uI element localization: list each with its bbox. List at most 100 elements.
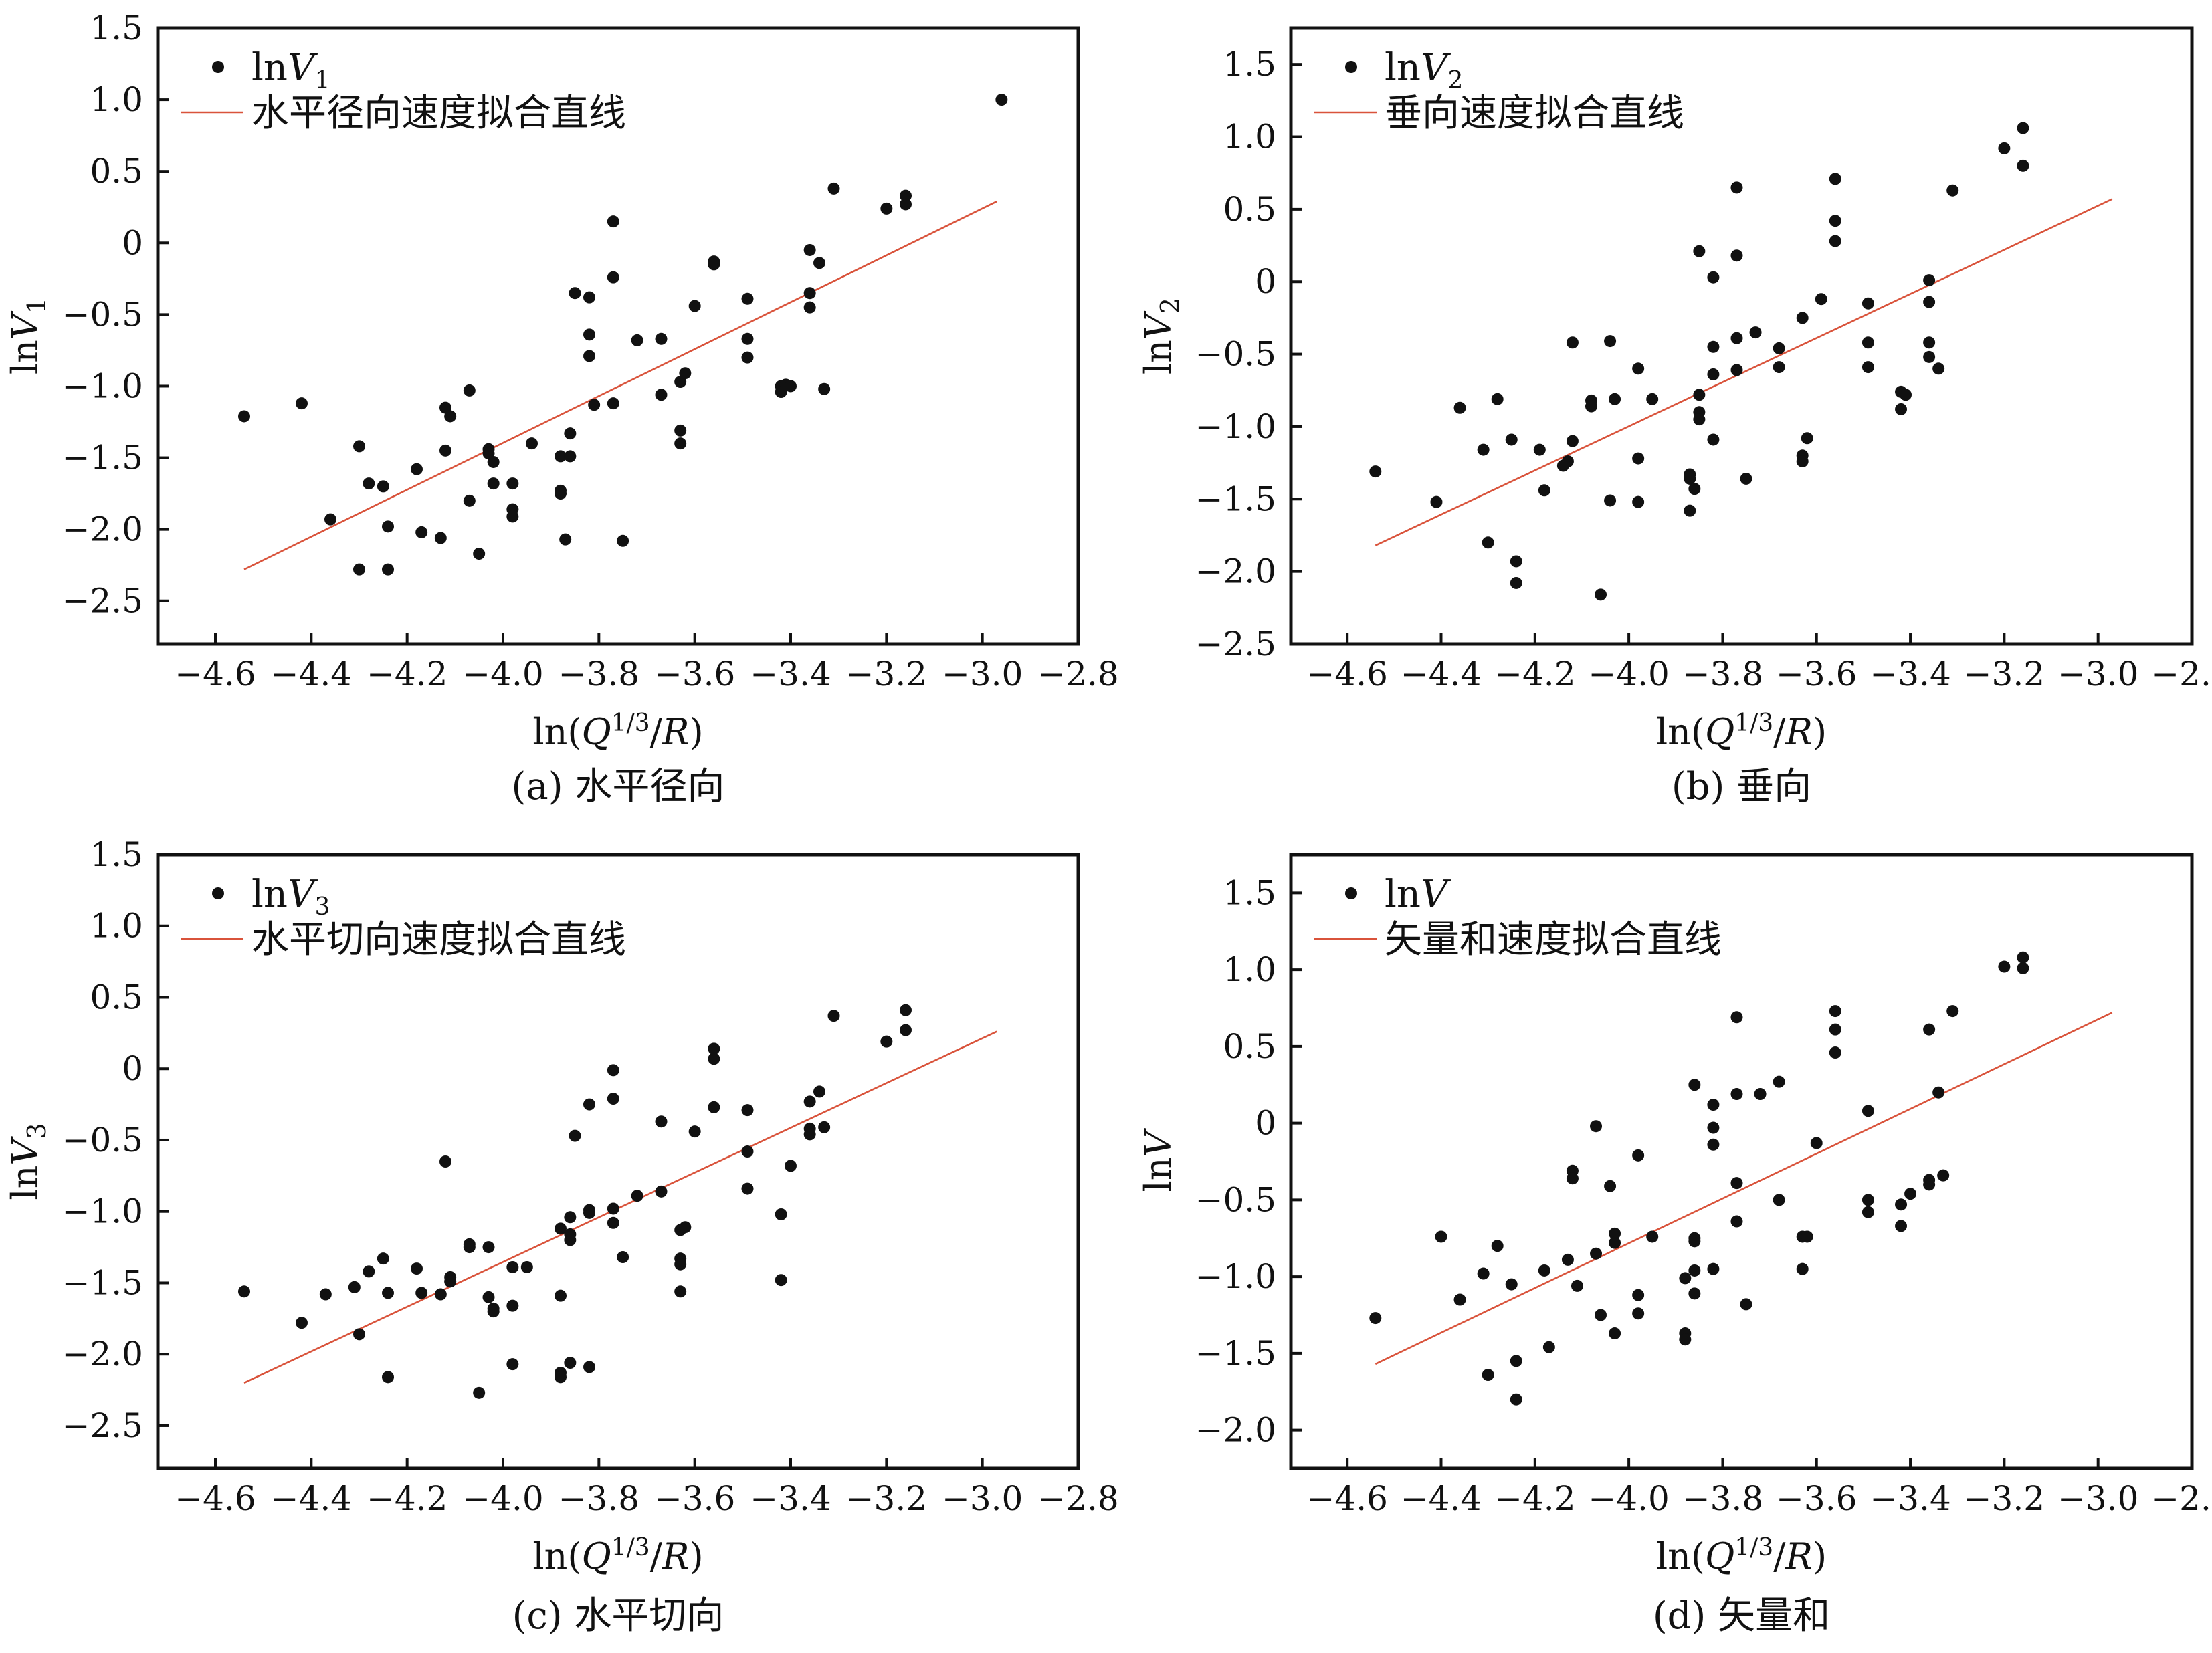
data-point bbox=[463, 384, 476, 397]
data-point bbox=[1796, 455, 1809, 467]
data-point bbox=[434, 532, 447, 544]
data-point bbox=[1566, 435, 1579, 447]
y-tick-label: −1.5 bbox=[62, 1263, 143, 1302]
data-point bbox=[818, 1121, 831, 1133]
x-tick-label: −4.2 bbox=[1494, 1479, 1575, 1518]
data-point bbox=[827, 1010, 840, 1022]
data-point bbox=[1862, 361, 1874, 374]
y-tick-label: 1.0 bbox=[90, 907, 143, 946]
data-point bbox=[1632, 452, 1645, 465]
data-point bbox=[1688, 483, 1701, 495]
data-point bbox=[382, 520, 394, 533]
plot-frame bbox=[1289, 853, 2194, 1470]
legend-label-points: lnV2 bbox=[1385, 46, 1463, 94]
legend-marker-points bbox=[212, 887, 224, 899]
data-point bbox=[1482, 1369, 1494, 1382]
y-tick-label: −2.5 bbox=[62, 1406, 143, 1445]
data-point bbox=[564, 1211, 577, 1224]
data-point bbox=[1453, 401, 1466, 414]
y-tick-label: 0 bbox=[122, 1049, 143, 1088]
y-axis-label: lnV1 bbox=[4, 298, 52, 374]
data-point bbox=[1590, 1120, 1603, 1133]
data-point bbox=[1632, 1149, 1645, 1162]
panel-c: −4.6 −4.4 −4.2 −4.0 −3.8 −3.6 −3.4 −3.2 −3.0 −2.8… bbox=[4, 835, 1119, 1638]
data-point bbox=[813, 257, 825, 269]
data-point bbox=[411, 1262, 423, 1275]
x-tick-label: −3.2 bbox=[1964, 1479, 2045, 1518]
data-point bbox=[1730, 249, 1743, 262]
data-point bbox=[1632, 362, 1645, 375]
y-tick-label: 0.5 bbox=[1223, 190, 1276, 229]
data-point bbox=[1862, 1105, 1874, 1117]
y-tick-label: −2.0 bbox=[1195, 552, 1276, 591]
data-point bbox=[564, 1234, 577, 1246]
data-point bbox=[1505, 433, 1518, 446]
data-point bbox=[1369, 1312, 1382, 1325]
x-axis-label: ln(Q1/3/R) bbox=[1656, 1534, 1827, 1577]
data-point bbox=[1754, 1088, 1767, 1101]
data-point bbox=[1646, 1230, 1659, 1243]
data-point bbox=[353, 1328, 365, 1341]
x-tick-label: −4.6 bbox=[175, 655, 256, 693]
data-point bbox=[1796, 1262, 1809, 1275]
data-point bbox=[617, 534, 629, 547]
data-point bbox=[1801, 1230, 1813, 1243]
legend-label-line: 矢量和速度拟合直线 bbox=[1385, 918, 1722, 962]
data-point bbox=[674, 1285, 687, 1298]
data-point bbox=[607, 1216, 619, 1229]
x-tick-label: −4.4 bbox=[271, 1479, 352, 1518]
data-point bbox=[1693, 413, 1706, 426]
data-point bbox=[1829, 173, 1841, 185]
data-point bbox=[1862, 1194, 1874, 1206]
x-tick-label: −4.2 bbox=[367, 655, 447, 693]
panel-caption: (c) 水平切向 bbox=[512, 1594, 724, 1638]
data-point bbox=[607, 397, 619, 410]
data-point bbox=[1730, 364, 1743, 376]
data-point bbox=[363, 1265, 375, 1278]
panel-a: −4.6 −4.4 −4.2 −4.0 −3.8 −3.6 −3.4 −3.2 −3.0 −2.8… bbox=[4, 9, 1119, 808]
x-tick-label: −3.4 bbox=[750, 655, 831, 693]
data-point bbox=[1862, 336, 1874, 349]
data-point bbox=[1946, 184, 1959, 197]
data-point bbox=[377, 1252, 389, 1265]
x-tick-label: −3.6 bbox=[654, 1479, 735, 1518]
data-point bbox=[583, 328, 595, 341]
x-tick-label: −3.6 bbox=[1776, 655, 1857, 693]
data-point bbox=[348, 1281, 361, 1293]
data-point bbox=[1684, 504, 1696, 517]
data-point bbox=[463, 1241, 476, 1254]
x-tick-label: −4.2 bbox=[1494, 655, 1575, 693]
data-point bbox=[1510, 555, 1522, 568]
data-point bbox=[1538, 1264, 1550, 1277]
data-point bbox=[1688, 1235, 1701, 1248]
data-point bbox=[900, 1024, 912, 1036]
data-point bbox=[1707, 1121, 1720, 1134]
y-tick-label: 1.5 bbox=[1223, 873, 1276, 912]
data-point bbox=[607, 1093, 619, 1105]
data-point bbox=[1730, 1215, 1743, 1228]
data-point bbox=[1730, 1011, 1743, 1024]
y-tick-label: 0 bbox=[122, 223, 143, 262]
panel-d: −4.6 −4.4 −4.2 −4.0 −3.8 −3.6 −3.4 −3.2 −3.0 −2.8… bbox=[1137, 853, 2212, 1638]
data-point bbox=[1590, 1247, 1603, 1260]
data-point bbox=[444, 1275, 457, 1288]
data-point bbox=[1566, 336, 1579, 349]
y-tick-label: −2.0 bbox=[62, 510, 143, 549]
x-tick-label: −4.0 bbox=[462, 1479, 543, 1518]
data-point bbox=[1829, 215, 1841, 227]
data-point bbox=[1632, 495, 1645, 508]
data-point bbox=[1773, 361, 1785, 374]
data-point bbox=[1862, 297, 1874, 310]
data-point bbox=[2017, 159, 2029, 172]
data-point bbox=[377, 480, 389, 493]
data-point bbox=[1707, 1138, 1720, 1151]
data-point bbox=[827, 182, 840, 195]
legend-label-line: 垂向速度拟合直线 bbox=[1385, 92, 1684, 135]
y-tick-label: −1.0 bbox=[1195, 1257, 1276, 1296]
data-point bbox=[803, 1128, 816, 1141]
data-point bbox=[1482, 536, 1494, 549]
data-point bbox=[1561, 1253, 1574, 1266]
data-point bbox=[555, 1371, 567, 1384]
data-point bbox=[1609, 1236, 1621, 1249]
data-point bbox=[482, 1291, 495, 1303]
